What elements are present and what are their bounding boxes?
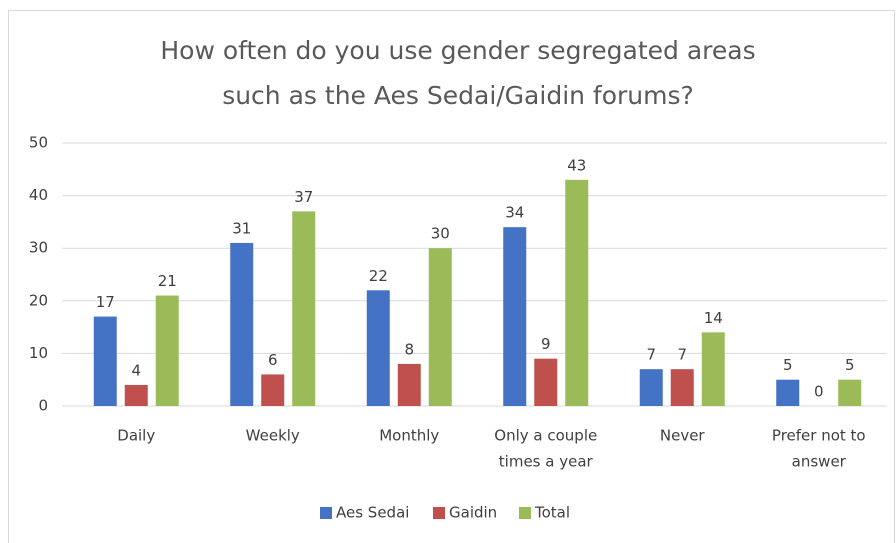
legend-swatch [433, 507, 445, 519]
x-tick-label: Never [660, 427, 706, 445]
legend-swatch [320, 507, 332, 519]
legend-label: Aes Sedai [336, 504, 409, 522]
bar [155, 295, 179, 406]
data-label: 8 [404, 340, 414, 358]
bar [670, 369, 694, 406]
chart-title: How often do you use gender segregated a… [160, 36, 755, 65]
data-label: 43 [567, 156, 586, 174]
bar [261, 374, 285, 406]
data-label: 7 [677, 346, 687, 364]
bar [639, 369, 663, 406]
bar [292, 211, 316, 406]
bar [838, 379, 862, 406]
bar [366, 290, 390, 406]
data-label: 30 [431, 225, 450, 243]
data-label: 14 [704, 309, 723, 327]
bar [397, 363, 421, 406]
x-tick-label: Weekly [246, 427, 300, 445]
y-tick-label: 40 [29, 186, 48, 204]
bar [701, 332, 725, 406]
data-label: 37 [294, 188, 313, 206]
data-label: 7 [646, 346, 656, 364]
data-label: 0 [814, 383, 824, 401]
bar [776, 379, 800, 406]
x-tick-label: Daily [117, 427, 155, 445]
y-tick-label: 30 [29, 239, 48, 257]
bar [93, 316, 117, 406]
legend-label: Gaidin [449, 504, 497, 522]
legend-label: Total [534, 504, 570, 522]
data-label: 31 [232, 219, 251, 237]
data-label: 21 [158, 272, 177, 290]
data-label: 5 [845, 356, 855, 374]
x-tick-label: Only a couple [494, 427, 597, 445]
chart-title: such as the Aes Sedai/Gaidin forums? [222, 81, 694, 110]
data-label: 22 [369, 267, 388, 285]
data-label: 17 [96, 293, 115, 311]
bar [230, 242, 254, 406]
data-label: 6 [268, 351, 278, 369]
bar [534, 358, 558, 406]
data-label: 9 [541, 335, 551, 353]
x-tick-label: Prefer not to [772, 427, 866, 445]
data-label: 34 [505, 204, 524, 222]
x-tick-label: times a year [499, 453, 594, 471]
y-tick-label: 0 [38, 397, 48, 415]
bar [428, 248, 452, 406]
bar [503, 227, 527, 406]
legend-swatch [519, 507, 531, 519]
data-label: 5 [783, 356, 793, 374]
y-tick-label: 10 [29, 344, 48, 362]
data-label: 4 [131, 361, 141, 379]
bar [124, 384, 148, 406]
bar [565, 179, 589, 406]
y-tick-label: 20 [29, 291, 48, 309]
x-tick-label: answer [792, 453, 847, 471]
y-tick-label: 50 [29, 134, 48, 152]
x-tick-label: Monthly [379, 427, 439, 445]
